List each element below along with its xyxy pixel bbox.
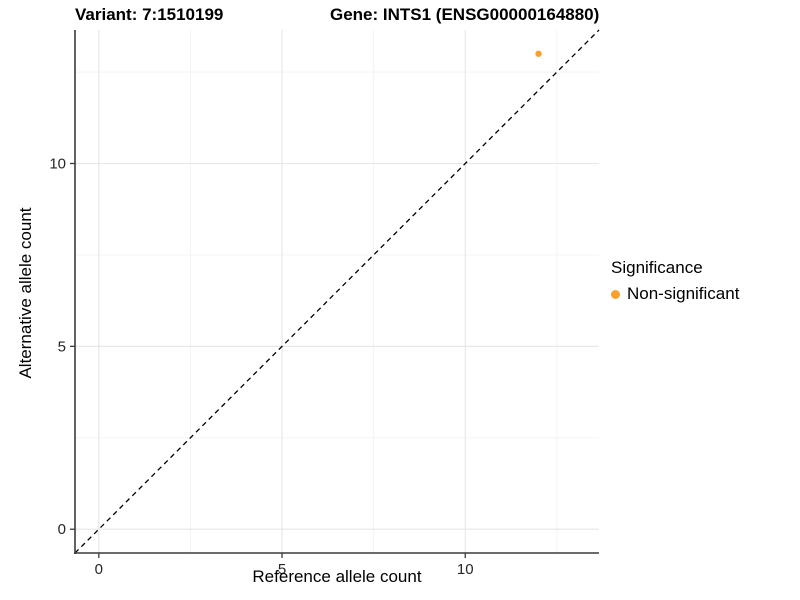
legend-point-icon	[611, 289, 620, 299]
y-tick-label: 0	[58, 521, 66, 538]
legend-entry: Non-significant	[611, 284, 739, 304]
y-tick-label: 10	[49, 155, 66, 172]
y-tick-label: 5	[58, 338, 66, 355]
identity-line	[74, 29, 600, 554]
x-axis-title: Reference allele count	[252, 567, 422, 586]
x-tick-label: 5	[278, 561, 286, 578]
legend-entry-label: Non-significant	[627, 284, 740, 303]
y-axis-title: Alternative allele count	[16, 207, 35, 379]
plot-title-gene: Gene: INTS1 (ENSG00000164880)	[330, 5, 600, 24]
x-tick-label: 0	[95, 561, 103, 578]
x-tick-label: 10	[457, 561, 474, 578]
data-point	[535, 50, 542, 57]
legend: Significance Non-significant	[611, 257, 739, 304]
legend-title: Significance	[611, 258, 703, 277]
plot-title-variant: Variant: 7:1510199	[75, 5, 224, 24]
